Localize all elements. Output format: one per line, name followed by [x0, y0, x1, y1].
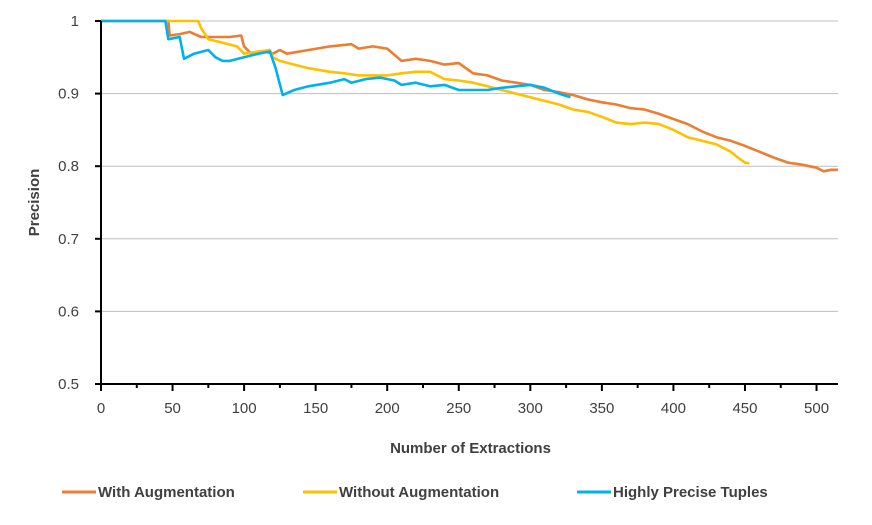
y-tick-label: 0.8 [58, 158, 79, 175]
x-tick-label: 0 [97, 400, 105, 417]
y-tick-label: 0.6 [58, 303, 79, 320]
x-tick-label: 350 [589, 400, 614, 417]
x-tick-label: 150 [303, 400, 328, 417]
y-tick-label: 1 [71, 13, 79, 30]
x-tick-label: 250 [446, 400, 471, 417]
x-tick-label: 400 [661, 400, 686, 417]
x-tick-label: 300 [518, 400, 543, 417]
x-axis-title: Number of Extractions [390, 440, 551, 457]
series-line-2 [101, 19, 750, 165]
legend: With Augmentation Without Augmentation Hig… [62, 484, 768, 501]
y-tick-label: 0.7 [58, 231, 79, 248]
y-tick-labels: 0.5 0.6 0.7 0.8 0.9 1 [58, 13, 79, 393]
y-tick-label: 0.9 [58, 86, 79, 103]
x-tick-label: 100 [232, 400, 257, 417]
x-tick-labels: 0 50 100 150 200 250 300 350 400 450 500 [97, 400, 829, 417]
gridlines [101, 20, 838, 312]
x-tick-label: 50 [164, 400, 181, 417]
series-line-1 [101, 19, 838, 173]
legend-label-2: Without Augmentation [339, 484, 499, 501]
legend-label-1: With Augmentation [98, 484, 235, 501]
legend-label-3: Highly Precise Tuples [613, 484, 768, 501]
x-tick-label: 200 [375, 400, 400, 417]
axes [95, 20, 838, 391]
x-tick-label: 500 [804, 400, 829, 417]
x-tick-label: 450 [732, 400, 757, 417]
series-lines [101, 19, 838, 173]
series-line-3 [101, 19, 571, 99]
y-tick-label: 0.5 [58, 376, 79, 393]
y-axis-title: Precision [26, 169, 43, 237]
